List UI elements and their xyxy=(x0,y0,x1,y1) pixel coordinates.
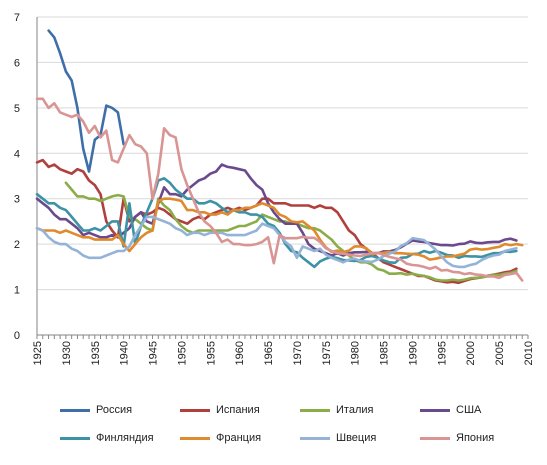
legend-item-finland: Финляндия xyxy=(60,426,180,450)
x-tick-label: 1935 xyxy=(90,341,102,365)
axes xyxy=(36,17,529,339)
y-tick-label: 6 xyxy=(14,57,20,69)
legend-label: Швеция xyxy=(336,432,377,444)
x-tick-label: 1970 xyxy=(292,341,304,365)
series-lines xyxy=(35,29,524,285)
legend-swatch xyxy=(300,436,330,440)
x-tick-label: 1960 xyxy=(234,341,246,365)
x-tick-label: 1930 xyxy=(61,341,73,365)
legend-label: США xyxy=(456,404,482,416)
legend-swatch xyxy=(60,408,90,412)
y-tick-label: 7 xyxy=(14,12,20,24)
x-tick-label: 1965 xyxy=(263,341,275,365)
legend-swatch xyxy=(300,408,330,412)
legend-label: Россия xyxy=(96,404,133,416)
y-tick-labels: 0 1 2 3 4 5 6 7 xyxy=(14,12,20,342)
x-tick-label: 1975 xyxy=(321,341,333,365)
x-tick-label: 1925 xyxy=(32,341,44,365)
legend-label: Франция xyxy=(216,432,262,444)
legend-item-russia: Россия xyxy=(60,398,180,422)
gridlines xyxy=(37,16,528,291)
x-tick-label: 2010 xyxy=(523,341,535,365)
legend-label: Япония xyxy=(456,432,495,444)
x-tick-label: 1955 xyxy=(205,341,217,365)
legend-swatch xyxy=(420,408,450,412)
legend-label: Италия xyxy=(336,404,374,416)
x-tick-label: 1980 xyxy=(350,341,362,365)
y-tick-label: 5 xyxy=(14,103,20,115)
y-tick-label: 1 xyxy=(14,285,20,297)
y-tick-label: 0 xyxy=(14,330,20,342)
legend-item-usa: США xyxy=(420,398,540,422)
x-tick-label: 1990 xyxy=(407,341,419,365)
x-tick-label: 1950 xyxy=(176,341,188,365)
legend-swatch xyxy=(180,436,210,440)
legend-item-italy: Италия xyxy=(300,398,420,422)
series-line xyxy=(35,215,518,269)
legend-label: Финляндия xyxy=(96,432,154,444)
legend: Россия Испания Италия США Финляндия Фран… xyxy=(60,398,540,454)
legend-label: Испания xyxy=(216,404,260,416)
y-tick-label: 4 xyxy=(14,148,20,160)
legend-swatch xyxy=(180,408,210,412)
x-tick-label: 1945 xyxy=(148,341,160,365)
legend-item-spain: Испания xyxy=(180,398,300,422)
x-tick-label: 2000 xyxy=(465,341,477,365)
legend-item-france: Франция xyxy=(180,426,300,450)
legend-row: Россия Испания Италия США xyxy=(60,398,540,422)
legend-swatch xyxy=(60,436,90,440)
legend-item-japan: Япония xyxy=(420,426,540,450)
x-tick-label: 1940 xyxy=(119,341,131,365)
legend-swatch xyxy=(420,436,450,440)
series-line xyxy=(35,97,524,282)
x-tick-label: 2005 xyxy=(494,341,506,365)
x-tick-labels: 1925 1930 1935 1940 1945 1950 1955 1960 1965 1970… xyxy=(32,341,535,365)
legend-item-sweden: Швеция xyxy=(300,426,420,450)
legend-row: Финляндия Франция Швеция Япония xyxy=(60,426,540,450)
x-tick-label: 1985 xyxy=(379,341,391,365)
series-line xyxy=(47,29,125,173)
y-tick-label: 3 xyxy=(14,194,20,206)
x-tick-label: 1995 xyxy=(436,341,448,365)
y-tick-label: 2 xyxy=(14,239,20,251)
